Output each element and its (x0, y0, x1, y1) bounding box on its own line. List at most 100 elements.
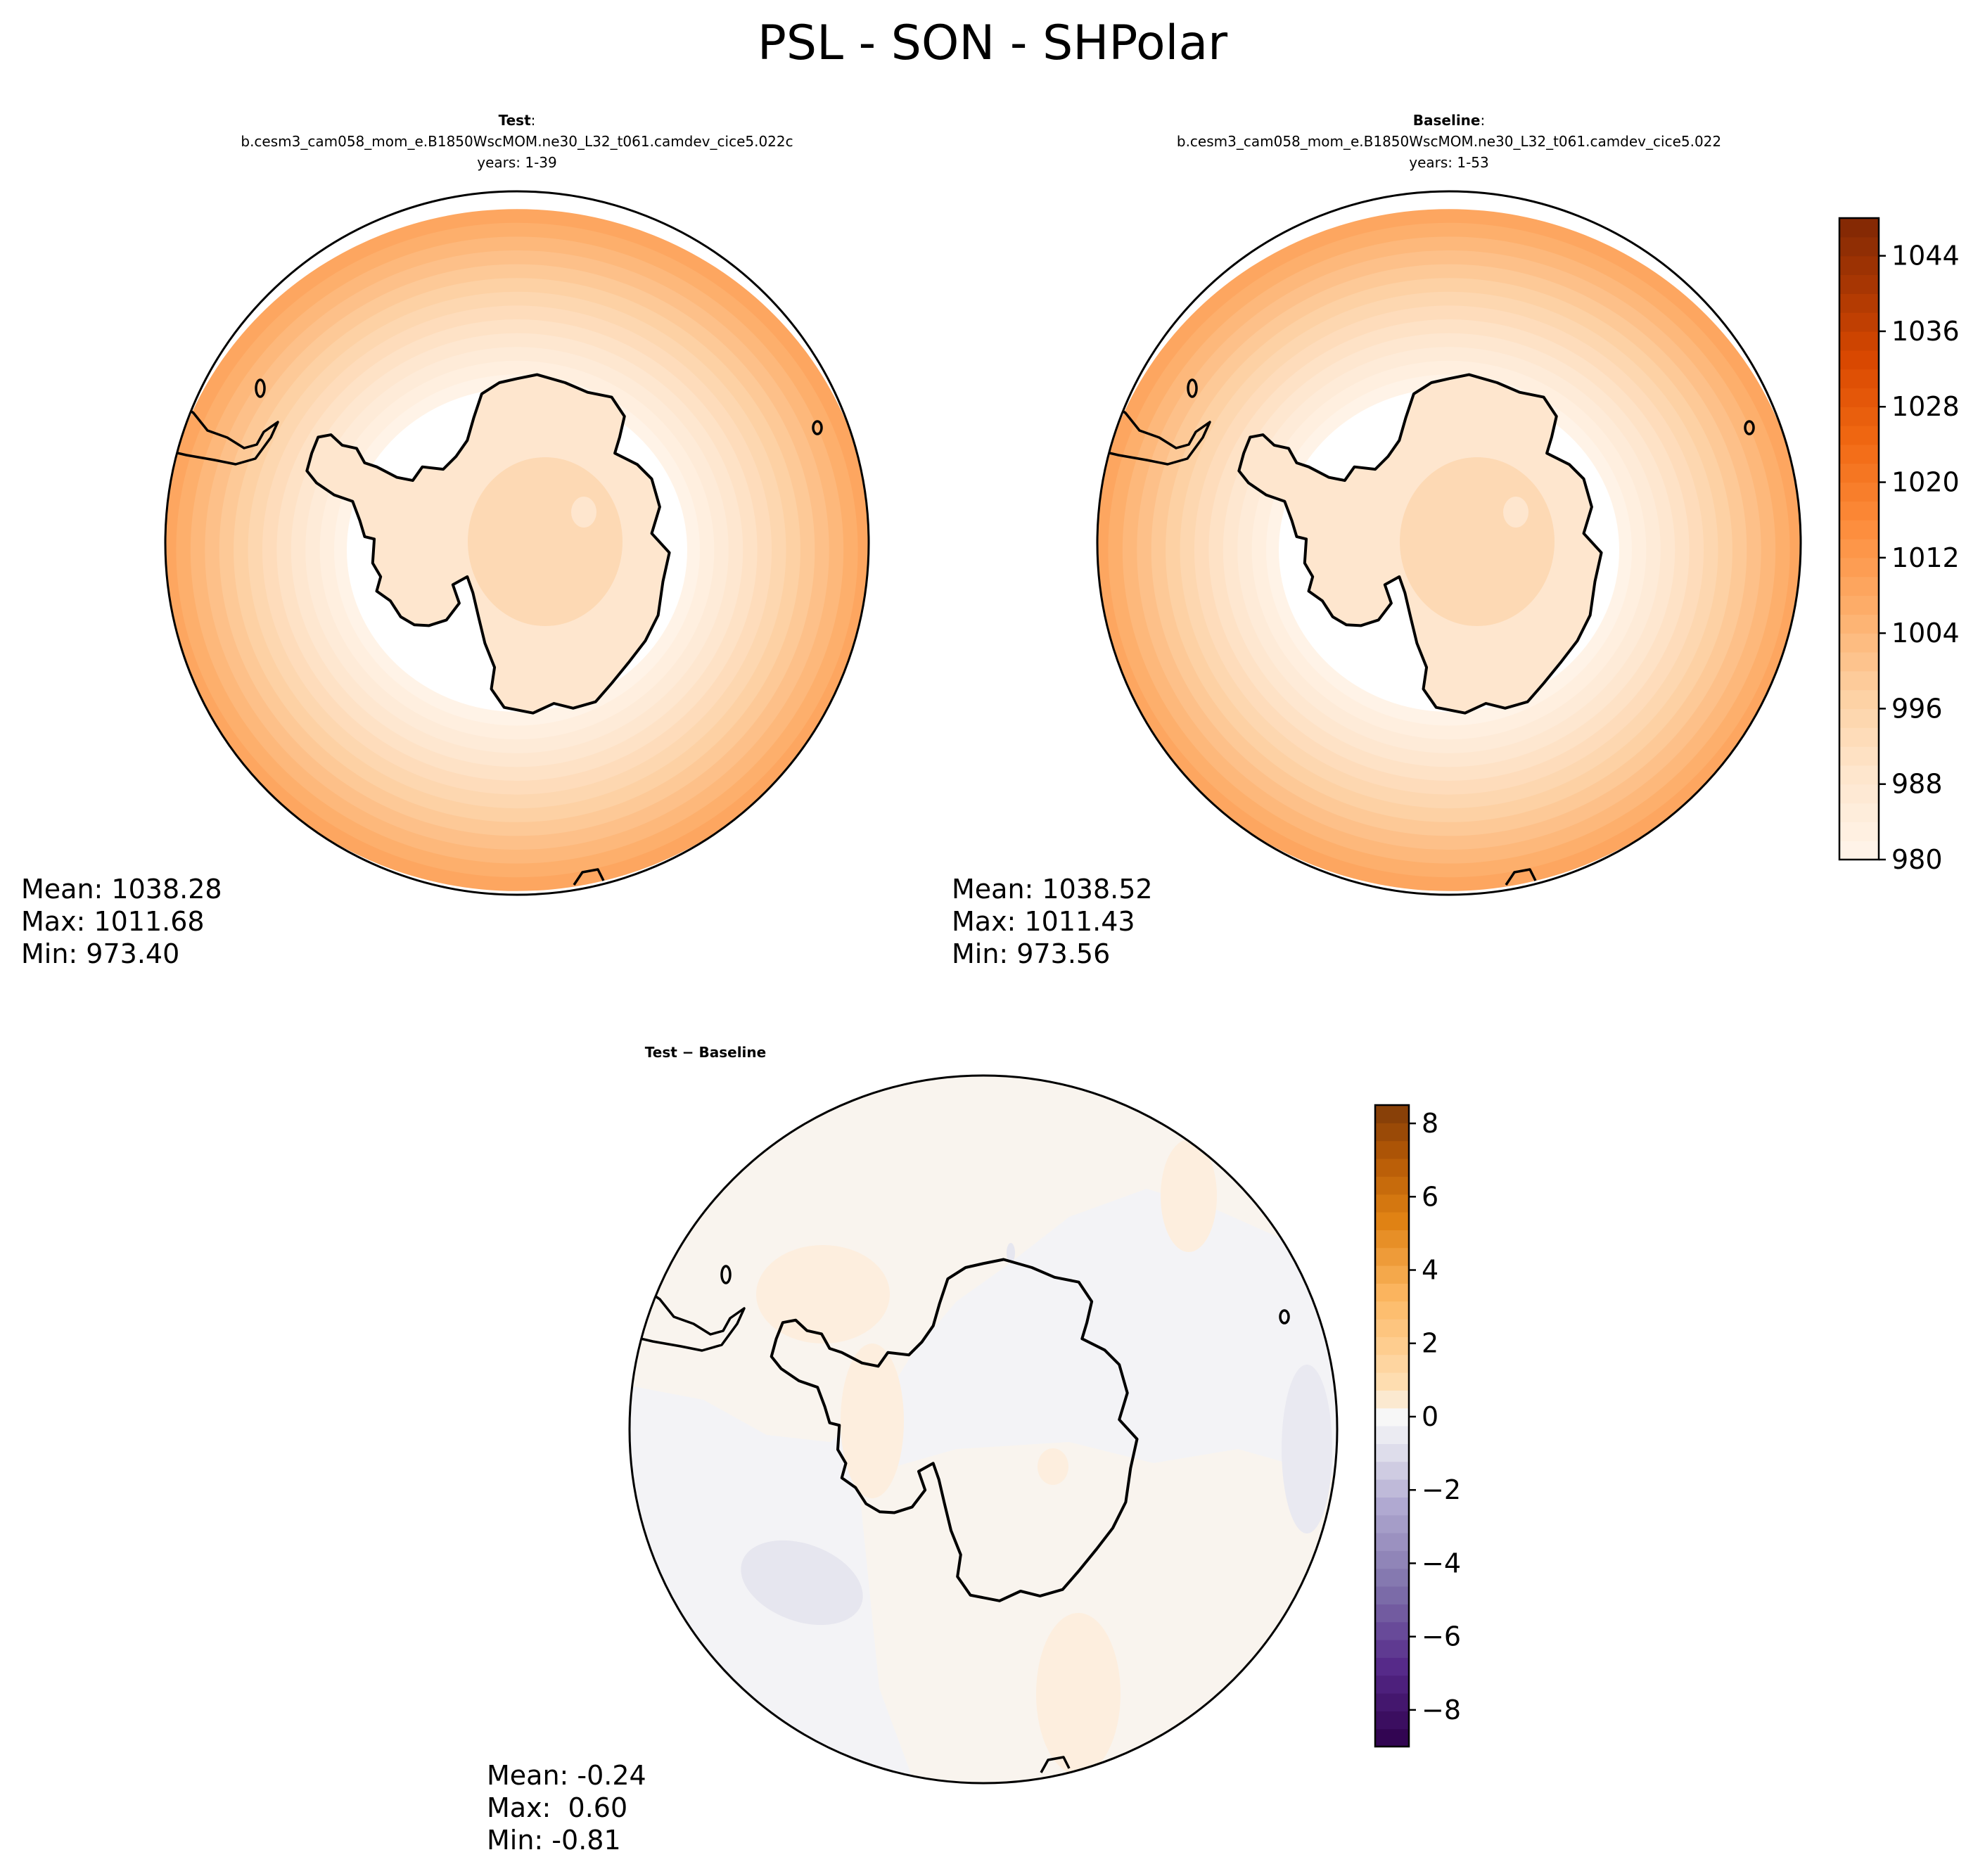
cbar-diff-segment (1375, 1711, 1409, 1730)
cbar-abs-segment (1839, 708, 1879, 728)
cbar-abs-segment (1839, 784, 1879, 804)
cbar-diff-segment (1375, 1265, 1409, 1284)
cbar-abs-tick-label: 1044 (1891, 241, 1960, 272)
cbar-diff-segment (1375, 1336, 1409, 1355)
diff-mean: Mean: -0.24 (487, 1760, 646, 1791)
baseline-inland-contours (1239, 374, 1602, 713)
test-header-line1: Test: (499, 112, 536, 129)
cbar-diff-tick-label: −4 (1422, 1548, 1461, 1578)
cbar-diff-segment (1375, 1354, 1409, 1373)
cbar-diff-segment (1375, 1514, 1409, 1533)
diff-min: Min: -0.81 (487, 1825, 621, 1856)
cbar-abs-segment (1839, 595, 1879, 615)
cbar-diff-segment (1375, 1212, 1409, 1230)
cbar-abs-tick-label: 1012 (1891, 542, 1960, 573)
cbar-abs-segment (1839, 218, 1879, 238)
test-coastlines (165, 373, 823, 886)
test-min: Min: 973.40 (21, 938, 179, 969)
baseline-label-suffix: : (1480, 112, 1485, 129)
cbar-diff-segment (1375, 1657, 1409, 1676)
diff-warm-patch-2 (841, 1344, 904, 1498)
cbar-diff-segment (1375, 1408, 1409, 1427)
cbar-diff-segment (1375, 1461, 1409, 1480)
cbar-diff-segment (1375, 1497, 1409, 1516)
baseline-min: Min: 973.56 (952, 938, 1110, 969)
cbar-diff-tick-label: 8 (1422, 1108, 1438, 1139)
cbar-abs-segment (1839, 746, 1879, 766)
cbar-abs-segment (1839, 236, 1879, 257)
cbar-abs-frame (1838, 217, 1880, 861)
baseline-inland-patch-2 (1503, 497, 1528, 528)
cbar-diff-tick-label: 0 (1422, 1401, 1438, 1432)
test-case-name: b.cesm3_cam058_mom_e.B1850WscMOM.ne30_L3… (241, 133, 793, 150)
cbar-diff-tick-label: 2 (1422, 1328, 1438, 1359)
diff-cool-patch-3 (1007, 1243, 1015, 1263)
test-mean: Mean: 1038.28 (21, 874, 222, 905)
cbar-diff-tick-label: 4 (1422, 1255, 1438, 1286)
baseline-label: Baseline (1413, 112, 1481, 129)
diff-warm-patch-1 (756, 1245, 890, 1344)
baseline-coastlines (1097, 373, 1755, 886)
cbar-abs-segment (1839, 614, 1879, 634)
cbar-abs-segment (1839, 822, 1879, 841)
figure-title: PSL - SON - SHPolar (758, 15, 1227, 71)
cbar-abs-segment (1839, 426, 1879, 445)
cbar-diff-tick-label: −2 (1422, 1474, 1461, 1505)
cbar-abs-segment (1839, 520, 1879, 540)
cbar-diff-segment (1375, 1140, 1409, 1159)
test-label-suffix: : (531, 112, 536, 129)
cbar-abs-segment (1839, 557, 1879, 578)
cbar-abs-tick-label: 996 (1891, 693, 1943, 724)
diff-cool-patch-1 (741, 1540, 863, 1626)
cbar-abs-tick-label: 1020 (1891, 467, 1960, 498)
test-map (164, 190, 870, 896)
cbar-diff-segment (1375, 1247, 1409, 1266)
cbar-diff-segment (1375, 1621, 1409, 1640)
test-map-frame (164, 190, 870, 896)
cbar-diff-segment (1375, 1230, 1409, 1249)
cbar-abs-segment (1839, 388, 1879, 407)
cbar-diff-tick-label: −8 (1422, 1695, 1461, 1725)
diff-warm-patch-4 (1161, 1140, 1217, 1252)
cbar-diff-segment (1375, 1426, 1409, 1444)
cbar-abs-segment (1839, 633, 1879, 653)
cbar-diff-segment (1375, 1693, 1409, 1711)
baseline-map-frame (1096, 190, 1802, 896)
test-inland-patch (468, 457, 623, 626)
baseline-case-name: b.cesm3_cam058_mom_e.B1850WscMOM.ne30_L3… (1177, 133, 1721, 150)
test-years: years: 1-39 (477, 154, 557, 171)
baseline-years: years: 1-53 (1409, 154, 1489, 171)
diff-positive-region (630, 1076, 1337, 1442)
cbar-abs-segment (1839, 350, 1879, 370)
cbar-abs-segment (1839, 463, 1879, 483)
cbar-abs-segment (1839, 369, 1879, 389)
cbar-abs-tick-label: 1004 (1891, 618, 1960, 649)
cbar-diff-segment (1375, 1550, 1409, 1569)
cbar-abs-tick-label: 980 (1891, 844, 1943, 875)
cbar-diff-segment (1375, 1105, 1409, 1123)
cbar-diff-segment (1375, 1604, 1409, 1623)
cbar-abs-tick-label: 1028 (1891, 391, 1960, 422)
diff-map (628, 1074, 1339, 1785)
cbar-abs-segment (1839, 255, 1879, 276)
cbar-abs-tick-label: 988 (1891, 769, 1943, 800)
baseline-header-line1: Baseline: (1413, 112, 1485, 129)
cbar-diff-segment (1375, 1283, 1409, 1302)
diff-coastlines (630, 1260, 1290, 1773)
cbar-diff-tick-label: −6 (1422, 1621, 1461, 1652)
cbar-diff-segment (1375, 1533, 1409, 1551)
cbar-diff-segment (1375, 1123, 1409, 1142)
cbar-diff-segment (1375, 1479, 1409, 1498)
cbar-abs-segment (1839, 765, 1879, 785)
test-inland-patch-2 (571, 497, 596, 528)
cbar-diff-segment (1375, 1586, 1409, 1604)
diff-map-frame (628, 1074, 1339, 1785)
cbar-abs-segment (1839, 803, 1879, 822)
baseline-inland-patch (1400, 457, 1555, 626)
cbar-abs-segment (1839, 482, 1879, 502)
cbar-abs-segment (1839, 312, 1879, 332)
cbar-abs-segment (1839, 293, 1879, 313)
cbar-abs-segment (1839, 331, 1879, 351)
cbar-diff-segment (1375, 1319, 1409, 1337)
